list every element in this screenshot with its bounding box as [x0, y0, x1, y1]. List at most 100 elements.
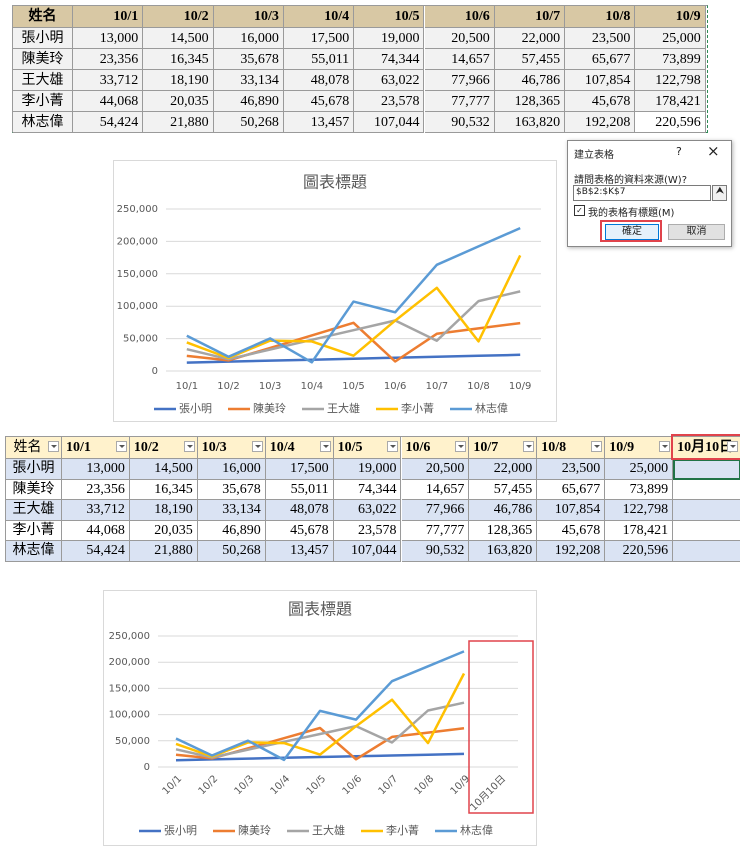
value-cell: 45,678 — [565, 91, 636, 112]
new-column-highlight — [671, 434, 740, 460]
value-cell: 22,000 — [494, 28, 566, 49]
value-cell: 163,820 — [469, 541, 538, 562]
value-cell — [673, 541, 740, 562]
help-button[interactable]: ? — [676, 145, 682, 158]
name-cell: 李小菁 — [13, 91, 73, 112]
header-cell: 10/3 — [197, 437, 266, 459]
header-cell: 10/1 — [62, 437, 130, 459]
value-cell: 23,500 — [565, 28, 636, 49]
value-cell: 65,677 — [537, 479, 606, 500]
cancel-button[interactable]: 取消 — [668, 224, 725, 240]
value-cell: 21,880 — [129, 541, 198, 562]
value-cell: 220,596 — [635, 112, 706, 133]
x-tick-label: 10/9 — [509, 381, 531, 392]
filter-button[interactable] — [387, 441, 399, 452]
value-cell: 20,500 — [401, 459, 470, 480]
series-line — [186, 254, 522, 360]
value-cell: 74,344 — [354, 49, 425, 70]
dialog-title: 建立表格 — [574, 150, 614, 161]
value-cell: 18,190 — [143, 70, 214, 91]
value-cell: 25,000 — [605, 459, 674, 480]
close-button[interactable]: × — [707, 142, 720, 160]
value-cell: 33,712 — [73, 70, 144, 91]
x-tick-label: 10/8 — [413, 773, 437, 797]
filter-button[interactable] — [726, 441, 738, 452]
name-cell: 陳美玲 — [13, 49, 73, 70]
value-cell: 19,000 — [333, 459, 402, 480]
value-cell: 77,777 — [424, 91, 495, 112]
checkbox[interactable]: ✓ — [574, 205, 585, 216]
range-text: $B$2:$K$7 — [576, 187, 626, 197]
value-cell: 163,820 — [494, 112, 566, 133]
filter-button[interactable] — [591, 441, 603, 452]
filter-button[interactable] — [251, 441, 263, 452]
x-tick-label: 10/2 — [197, 773, 221, 797]
value-cell: 20,035 — [129, 520, 198, 541]
value-cell: 178,421 — [635, 91, 706, 112]
ok-button[interactable]: 確定 — [605, 224, 659, 240]
filter-button[interactable] — [455, 441, 467, 452]
value-cell: 192,208 — [565, 112, 636, 133]
legend-label: 張小明 — [179, 402, 212, 415]
filter-button[interactable] — [183, 441, 195, 452]
value-cell: 23,356 — [73, 49, 144, 70]
collapse-button[interactable]: ⮝ — [712, 185, 727, 201]
value-cell: 74,344 — [333, 479, 402, 500]
value-cell: 63,022 — [333, 500, 402, 521]
x-tick-label: 10/1 — [176, 381, 198, 392]
prompt: 請問表格的資料來源(W)? — [574, 175, 687, 186]
value-cell: 13,457 — [265, 541, 334, 562]
y-tick-label: 100,000 — [117, 301, 158, 312]
value-cell: 63,022 — [354, 70, 425, 91]
series-line — [175, 752, 465, 762]
value-cell: 21,880 — [143, 112, 214, 133]
value-cell: 77,966 — [424, 70, 495, 91]
value-cell: 50,268 — [197, 541, 266, 562]
value-cell: 45,678 — [537, 520, 606, 541]
series-line — [175, 650, 465, 762]
header-cell: 10/8 — [565, 6, 636, 28]
value-cell: 90,532 — [424, 112, 495, 133]
name-cell: 張小明 — [13, 28, 73, 49]
header-cell: 10/6 — [424, 6, 495, 28]
series-line — [186, 353, 521, 364]
legend-label: 林志偉 — [460, 823, 493, 837]
up-icon: ⮝ — [716, 186, 724, 196]
header-cell: 10/2 — [143, 6, 214, 28]
filter-button[interactable] — [523, 441, 535, 452]
range-input[interactable]: $B$2:$K$7 — [573, 185, 711, 201]
chart-1: 圖表標題 0 50,000 100,000 150,000 200,000 250,000 1… — [113, 160, 557, 422]
filter-button[interactable] — [115, 441, 127, 452]
filter-button[interactable] — [48, 441, 59, 452]
value-cell — [673, 500, 740, 521]
value-cell: 46,786 — [494, 70, 566, 91]
filter-button[interactable] — [659, 441, 671, 452]
x-tick-label: 10/5 — [305, 773, 329, 797]
header-cell: 姓名 — [13, 6, 73, 28]
y-tick-label: 250,000 — [109, 631, 150, 642]
cancel-text: 取消 — [686, 226, 707, 237]
value-cell: 35,678 — [197, 479, 266, 500]
x-tick-label: 10/4 — [269, 773, 293, 797]
series-line — [186, 226, 521, 364]
x-tick-label: 10/1 — [161, 773, 185, 797]
value-cell: 20,035 — [143, 91, 214, 112]
y-tick-label: 50,000 — [115, 736, 150, 747]
value-cell: 25,000 — [635, 28, 706, 49]
value-cell: 33,134 — [197, 500, 266, 521]
header-cell: 10/4 — [265, 437, 334, 459]
value-cell: 16,345 — [129, 479, 198, 500]
value-cell: 14,657 — [401, 479, 470, 500]
header-cell: 10/3 — [213, 6, 284, 28]
value-cell: 22,000 — [469, 459, 538, 480]
header-cell: 10/6 — [401, 437, 470, 459]
value-cell: 122,798 — [605, 500, 674, 521]
header-cell: 姓名 — [6, 437, 62, 459]
value-cell: 13,457 — [283, 112, 355, 133]
value-cell: 16,345 — [143, 49, 214, 70]
ok-text: 確定 — [622, 226, 642, 237]
x-tick-label: 10/7 — [377, 773, 401, 797]
filter-button[interactable] — [319, 441, 331, 452]
x-tick-label: 10/5 — [342, 381, 364, 392]
x-tick-label: 10/7 — [426, 381, 448, 392]
